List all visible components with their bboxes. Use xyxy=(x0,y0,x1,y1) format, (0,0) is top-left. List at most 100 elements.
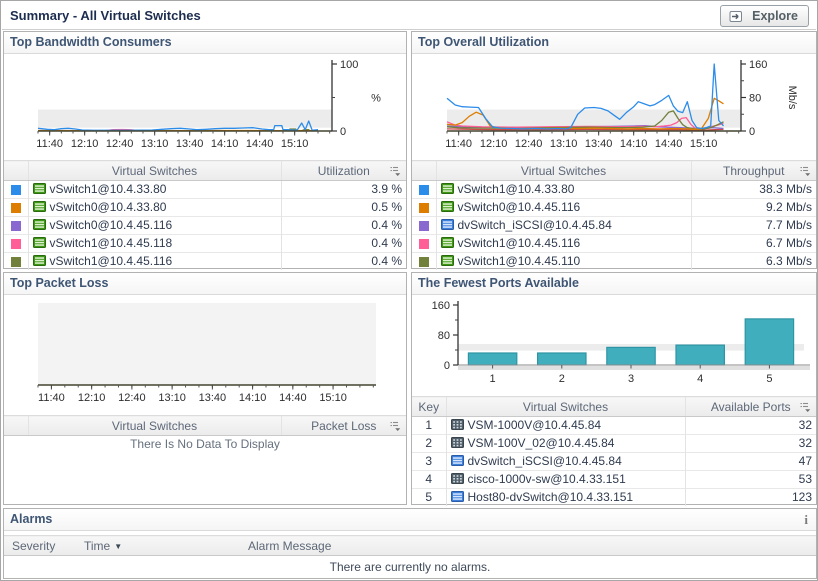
column-customizer-icon[interactable] xyxy=(799,401,813,413)
table-row[interactable]: vSwitch0@10.4.45.116 0.4 % xyxy=(4,216,406,235)
column-header-key[interactable]: Key xyxy=(412,396,446,417)
bandwidth-table: Virtual Switches Utilization vSwitch1@10.4… xyxy=(4,160,406,270)
value-cell: 9.2 Mb/s xyxy=(690,198,816,217)
svg-text:14:10: 14:10 xyxy=(620,138,648,150)
column-header-value[interactable]: Throughput xyxy=(690,160,816,181)
virtual-switch-name: vSwitch0@10.4.33.80 xyxy=(49,200,167,214)
vsm-icon xyxy=(450,418,464,431)
panel-title: Top Overall Utilization xyxy=(412,32,816,54)
column-header-virtual-switches[interactable]: Virtual Switches xyxy=(435,160,691,181)
vswitch-icon xyxy=(440,200,454,213)
table-row[interactable]: vSwitch1@10.4.45.116 6.7 Mb/s xyxy=(412,234,816,253)
alarms-title-bar: Alarms i xyxy=(4,509,816,531)
column-customizer-icon[interactable] xyxy=(389,165,403,177)
column-header-swatch xyxy=(412,160,436,181)
value-cell: 123 xyxy=(684,488,816,506)
vswitch-icon xyxy=(32,182,46,195)
table-header-row: Virtual Switches Utilization xyxy=(4,160,406,181)
svg-text:13:40: 13:40 xyxy=(585,138,613,150)
alarms-col-message[interactable]: Alarm Message xyxy=(240,535,816,556)
svg-text:12:40: 12:40 xyxy=(118,392,146,404)
dvswitch-icon xyxy=(450,454,464,467)
explore-button-label: Explore xyxy=(752,9,798,23)
virtual-switch-name: vSwitch0@10.4.45.116 xyxy=(49,218,173,232)
ports-table-container: Key Virtual Switches Available Ports 1 VSM-1… xyxy=(412,396,816,506)
panel-fewest-ports-available: The Fewest Ports Available 1 2 3 4 5 0 80 160 K… xyxy=(411,272,817,506)
packet-loss-table: Virtual Switches Packet Loss There Is No D… xyxy=(4,415,406,453)
explore-button[interactable]: Explore xyxy=(720,5,809,27)
column-header-value[interactable]: Available Ports xyxy=(684,396,816,417)
vswitch-icon xyxy=(32,200,46,213)
svg-text:160: 160 xyxy=(749,59,767,71)
column-header-value-label: Utilization xyxy=(317,163,370,178)
table-row[interactable]: vSwitch1@10.4.33.80 3.9 % xyxy=(4,180,406,199)
virtual-switch-name-cell: vSwitch1@10.4.45.116 xyxy=(435,234,691,253)
series-color-swatch xyxy=(10,184,21,195)
table-row[interactable]: vSwitch0@10.4.45.116 9.2 Mb/s xyxy=(412,198,816,217)
table-row[interactable]: dvSwitch_iSCSI@10.4.45.84 7.7 Mb/s xyxy=(412,216,816,235)
table-row[interactable]: 1 VSM-1000V@10.4.45.84 32 xyxy=(412,416,816,435)
svg-text:15:10: 15:10 xyxy=(319,392,347,404)
svg-text:14:40: 14:40 xyxy=(279,392,307,404)
vswitch-icon xyxy=(32,254,46,267)
column-header-virtual-switches[interactable]: Virtual Switches xyxy=(27,415,281,436)
table-row[interactable]: vSwitch1@10.4.45.110 6.3 Mb/s xyxy=(412,252,816,270)
table-header-row: Virtual Switches Packet Loss xyxy=(4,415,406,436)
series-color-swatch xyxy=(418,202,429,213)
table-row[interactable]: 4 cisco-1000v-sw@10.4.33.151 53 xyxy=(412,470,816,489)
swatch-cell xyxy=(412,216,436,235)
table-row[interactable]: 2 VSM-100V_02@10.4.45.84 32 xyxy=(412,434,816,453)
key-cell: 2 xyxy=(412,434,446,453)
swatch-cell xyxy=(4,234,28,253)
key-cell: 1 xyxy=(425,418,433,432)
vswitch-icon xyxy=(440,254,454,267)
virtual-switch-name: VSM-1000V@10.4.45.84 xyxy=(467,418,602,432)
column-header-value[interactable]: Packet Loss xyxy=(280,415,406,436)
swatch-cell xyxy=(412,198,436,217)
value-cell: 0.4 % xyxy=(280,216,406,235)
svg-text:11:40: 11:40 xyxy=(445,138,472,150)
table-row[interactable]: vSwitch1@10.4.45.118 0.4 % xyxy=(4,234,406,253)
virtual-switch-name: Host80-dvSwitch@10.4.33.151 xyxy=(467,490,634,504)
column-customizer-icon[interactable] xyxy=(389,420,403,432)
value-cell: 3.9 % xyxy=(280,180,406,199)
svg-text:Mb/s: Mb/s xyxy=(786,86,798,110)
svg-text:14:10: 14:10 xyxy=(211,138,239,150)
explore-icon xyxy=(729,10,743,23)
panel-top-bandwidth-consumers: Top Bandwidth Consumers 11:40 12:10 12:40 1… xyxy=(3,31,407,270)
column-header-value-label: Available Ports xyxy=(710,399,791,414)
virtual-switch-name: vSwitch1@10.4.45.116 xyxy=(49,254,173,268)
page-title: Summary - All Virtual Switches xyxy=(10,8,201,23)
table-row[interactable]: vSwitch1@10.4.45.116 0.4 % xyxy=(4,252,406,270)
vswitch-icon xyxy=(440,182,454,195)
column-header-virtual-switches[interactable]: Virtual Switches xyxy=(27,160,281,181)
value-cell: 53 xyxy=(684,470,816,489)
alarms-col-time[interactable]: Time ▼ xyxy=(76,535,240,556)
vswitch-icon xyxy=(440,236,454,249)
packet-loss-table-container: Virtual Switches Packet Loss There Is No D… xyxy=(4,415,406,453)
alarms-table: Severity Time ▼ Alarm Message There are c… xyxy=(4,535,816,577)
series-color-swatch xyxy=(10,202,21,213)
series-color-swatch xyxy=(418,256,429,267)
table-row[interactable]: vSwitch1@10.4.33.80 38.3 Mb/s xyxy=(412,180,816,199)
column-customizer-icon[interactable] xyxy=(799,165,813,177)
svg-text:15:10: 15:10 xyxy=(281,138,309,150)
alarms-col-severity[interactable]: Severity xyxy=(4,535,76,556)
svg-text:13:10: 13:10 xyxy=(141,138,169,150)
vsm-icon xyxy=(450,472,464,485)
series-color-swatch xyxy=(10,220,21,231)
dvswitch-icon xyxy=(450,490,464,503)
alarms-empty-message: There are currently no alarms. xyxy=(329,559,491,574)
no-data-message: There Is No Data To Display xyxy=(130,437,280,451)
table-row[interactable]: 5 Host80-dvSwitch@10.4.33.151 123 xyxy=(412,488,816,506)
info-icon[interactable]: i xyxy=(804,512,808,527)
table-header-row: Key Virtual Switches Available Ports xyxy=(412,396,816,417)
value-cell: 47 xyxy=(684,452,816,471)
svg-text:0: 0 xyxy=(749,126,755,138)
virtual-switch-name-cell: vSwitch0@10.4.45.116 xyxy=(435,198,691,217)
table-row[interactable]: vSwitch0@10.4.33.80 0.5 % xyxy=(4,198,406,217)
value-cell: 32 xyxy=(684,416,816,435)
table-row[interactable]: 3 dvSwitch_iSCSI@10.4.45.84 47 xyxy=(412,452,816,471)
column-header-virtual-switches[interactable]: Virtual Switches xyxy=(445,396,685,417)
column-header-value[interactable]: Utilization xyxy=(280,160,406,181)
